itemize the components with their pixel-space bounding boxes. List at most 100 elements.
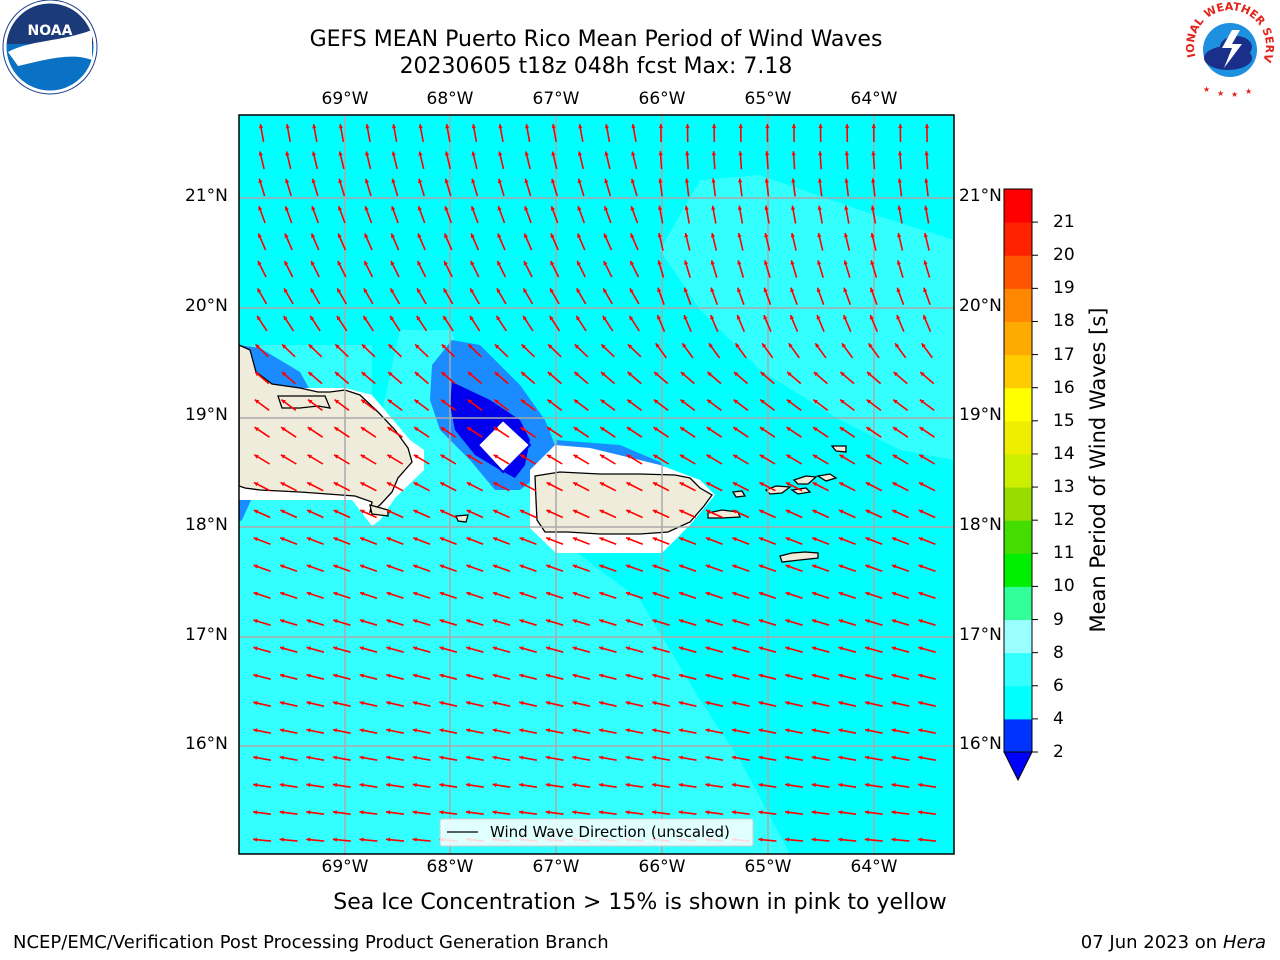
wave-arrow-head — [387, 482, 392, 487]
wave-arrow-head — [891, 782, 896, 788]
wave-arrow-head — [333, 509, 339, 514]
wave-arrow-head — [392, 124, 397, 129]
wave-arrow-head — [759, 454, 765, 459]
wave-arrow-head — [413, 591, 418, 596]
wave-arrow-head — [308, 344, 313, 349]
wave-arrow-head — [386, 755, 391, 760]
wave-arrow-head — [311, 151, 317, 156]
wave-arrow-head — [732, 537, 737, 542]
wave-arrow-head — [738, 151, 743, 156]
wave-arrow-head — [444, 233, 449, 238]
wave-arrow-head — [758, 646, 764, 651]
wave-arrow-head — [386, 701, 391, 706]
wave-arrow-head — [706, 509, 711, 514]
wave-arrow-head — [791, 124, 797, 128]
wave-arrow-head — [838, 810, 843, 815]
wave-arrow-head — [790, 315, 794, 320]
wave-arrow-head — [306, 755, 311, 760]
wave-arrow-head — [572, 755, 577, 760]
wave-arrow-head — [764, 151, 770, 156]
wave-arrow-head — [361, 372, 366, 377]
wave-arrow-head — [758, 619, 764, 624]
wave-arrow-head — [443, 315, 448, 321]
wave-arrow-head — [418, 124, 423, 129]
wave-arrow-head — [816, 315, 821, 320]
wave-arrow-head — [439, 782, 444, 788]
wave-arrow-head — [492, 728, 497, 733]
wave-arrow-head — [466, 537, 471, 542]
wave-arrow-head — [386, 837, 391, 842]
wave-arrow-head — [653, 482, 658, 487]
colorbar-segment — [1004, 453, 1032, 488]
wave-arrow-head — [391, 151, 396, 156]
wave-arrow-head — [311, 233, 316, 238]
wave-arrow-head — [812, 509, 817, 514]
wave-arrow-head — [731, 810, 737, 815]
lon-label-top: 68°W — [426, 89, 474, 109]
wave-arrow-head — [838, 837, 843, 842]
wave-arrow-head — [838, 728, 843, 733]
colorbar-segment — [1004, 222, 1032, 256]
legend-label: Wind Wave Direction (unscaled) — [490, 823, 730, 841]
wave-arrow-head — [413, 509, 418, 514]
wave-arrow-head — [279, 810, 284, 815]
wave-arrow-head — [520, 482, 525, 487]
wave-arrow-head — [545, 673, 551, 678]
wave-arrow-head — [785, 810, 790, 815]
wave-arrow-head — [253, 755, 258, 760]
wave-arrow-head — [838, 537, 844, 542]
wave-arrow-head — [307, 454, 312, 459]
wave-arrow-head — [493, 537, 498, 542]
wave-arrow-head — [496, 288, 501, 293]
wave-arrow-head — [306, 537, 312, 542]
wave-arrow-head — [258, 233, 262, 238]
wave-arrow-head — [493, 482, 498, 487]
wave-arrow-head — [705, 782, 710, 788]
wave-arrow-head — [678, 755, 683, 760]
colorbar-segment — [1004, 619, 1032, 654]
wave-arrow-head — [737, 287, 742, 293]
wave-arrow-head — [545, 646, 551, 651]
wave-arrow-head — [790, 260, 795, 265]
wave-arrow-head — [705, 728, 710, 733]
colorbar-segment — [1004, 586, 1032, 621]
wave-arrow-head — [306, 782, 311, 788]
wave-arrow-head — [519, 646, 524, 651]
wave-arrow-head — [919, 399, 925, 404]
wave-arrow-head — [359, 782, 364, 788]
wave-arrow-head — [864, 810, 870, 815]
wave-arrow-head — [413, 564, 418, 569]
wave-arrow-head — [279, 728, 285, 733]
wave-arrow-head — [414, 427, 419, 432]
wave-arrow-head — [253, 837, 258, 842]
lat-label-left: 20°N — [185, 296, 228, 316]
wave-arrow-head — [359, 564, 365, 569]
wave-arrow-head — [811, 782, 816, 788]
wave-arrow-head — [572, 673, 577, 678]
wave-arrow-head — [843, 233, 849, 238]
wave-arrow-head — [599, 619, 604, 624]
lon-label-top: 69°W — [321, 89, 369, 109]
wave-arrow-head — [333, 646, 338, 651]
wave-arrow-head — [415, 344, 420, 349]
wave-arrow-head — [891, 837, 896, 842]
wave-arrow-head — [253, 537, 258, 542]
wave-arrow-head — [866, 454, 871, 459]
wave-arrow-head — [466, 701, 471, 706]
wave-arrow-head — [599, 728, 604, 733]
wave-arrow-head — [281, 372, 287, 377]
wave-arrow-head — [254, 454, 259, 459]
wave-arrow-head — [466, 591, 471, 596]
wave-arrow-head — [493, 454, 499, 459]
wave-arrow-head — [364, 261, 369, 266]
wave-arrow-head — [574, 399, 579, 404]
wave-arrow-head — [307, 482, 312, 487]
colorbar-tick-label: 10 — [1053, 576, 1075, 597]
colorbar-tick-label: 4 — [1053, 708, 1064, 729]
wave-arrow-head — [578, 124, 583, 129]
wave-arrow-head — [733, 399, 739, 404]
wave-arrow-head — [551, 178, 556, 184]
wave-arrow-head — [414, 372, 420, 377]
wave-arrow-head — [711, 151, 716, 156]
wave-arrow-head — [653, 427, 658, 432]
